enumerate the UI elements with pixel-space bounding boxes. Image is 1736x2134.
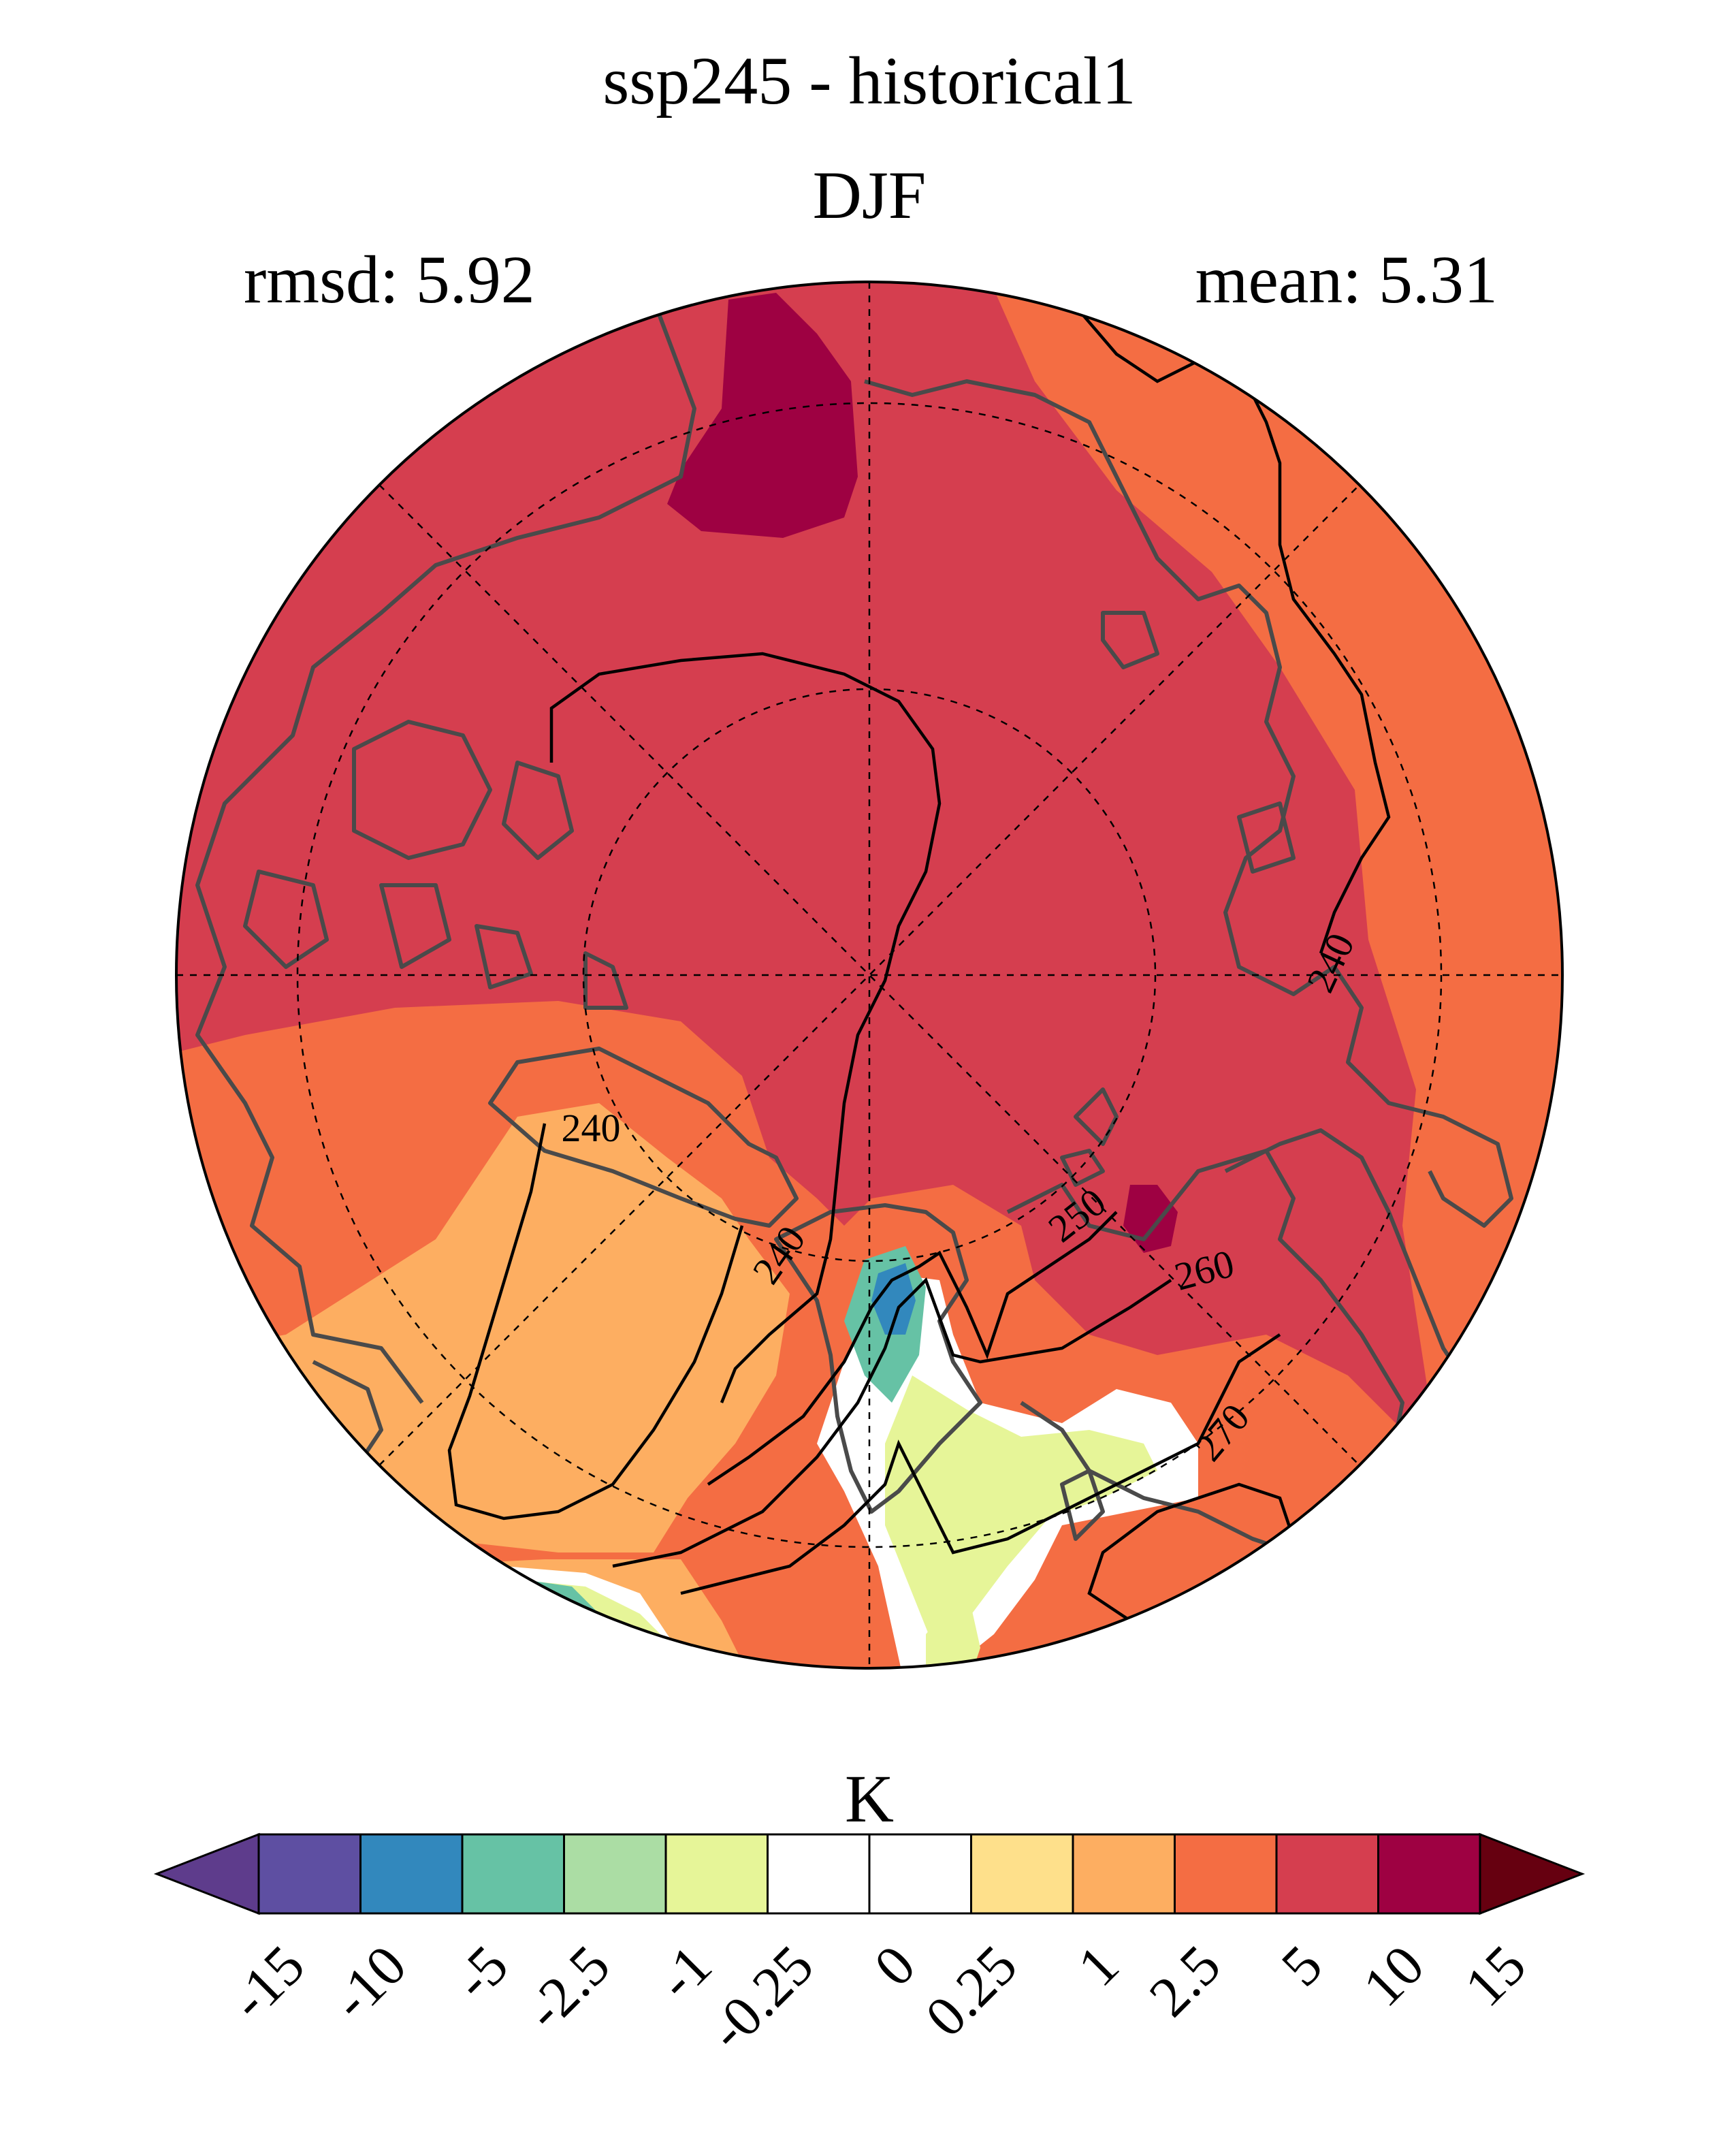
contour-label-240-west: 240 bbox=[562, 1106, 621, 1150]
colorbar-box bbox=[1275, 1833, 1379, 1915]
field-near-zero-west-edge bbox=[176, 1348, 286, 1498]
contour-250 bbox=[707, 1211, 1118, 1486]
colorbar-under-arrow bbox=[153, 1832, 260, 1915]
coast-alaska-canada bbox=[195, 298, 696, 1404]
colorbar-tick-labels: -15 -10 -5-2.5 -1-0.25 00.25 1 2.5 5 10 15 bbox=[218, 1934, 1538, 2063]
coast-siberia bbox=[864, 379, 1513, 1228]
colorbar-box bbox=[970, 1833, 1074, 1915]
coast-scandinavia bbox=[1224, 1128, 1473, 1390]
contour-240-central bbox=[549, 652, 942, 1403]
colorbar-tick-label: 15 bbox=[1453, 1934, 1538, 2019]
colorbar-box bbox=[1174, 1833, 1278, 1915]
colorbar-tick-label: -10 bbox=[320, 1934, 419, 2033]
rmsd-label: rmsd: 5.92 bbox=[244, 242, 535, 317]
colorbar-tick-label: 2.5 bbox=[1138, 1934, 1233, 2029]
coastlines bbox=[195, 298, 1513, 1555]
colorbar-tick-label: 0.25 bbox=[914, 1934, 1029, 2050]
colorbar-unit-label: K bbox=[845, 1761, 894, 1836]
map-border bbox=[175, 281, 1564, 1670]
parallel-70 bbox=[296, 402, 1443, 1548]
colorbar-tick-label: 1 bbox=[1066, 1934, 1131, 1998]
colorbar-box bbox=[563, 1833, 667, 1915]
field-10-15-pacific bbox=[667, 293, 858, 538]
coast-severnaya bbox=[1101, 611, 1296, 874]
colorbar-box bbox=[257, 1833, 361, 1915]
colorbar-tick-label: 10 bbox=[1351, 1934, 1436, 2019]
colorbar-over-arrow bbox=[1479, 1832, 1586, 1915]
colorbar-box bbox=[664, 1833, 769, 1915]
colorbar: K -15 -10 -5-2.5 -1-0.25 00.25 1 2.5 5 10 15 bbox=[153, 1761, 1586, 2063]
field-neg1-neg0.25-west bbox=[176, 1403, 259, 1491]
season-label: DJF bbox=[813, 157, 927, 233]
colorbar-box bbox=[461, 1833, 565, 1915]
mean-label: mean: 5.31 bbox=[1195, 242, 1498, 317]
field-neg1-neg0.25-south bbox=[885, 1375, 1157, 1661]
contour-260 bbox=[612, 1277, 1172, 1568]
colorbar-boxes bbox=[257, 1833, 1481, 1915]
colorbar-tick-label: -15 bbox=[218, 1934, 317, 2033]
colorbar-tick-label: 0 bbox=[863, 1934, 927, 1998]
colorbar-box bbox=[1072, 1833, 1176, 1915]
graticule bbox=[176, 282, 1562, 1668]
contour-240-west bbox=[447, 1123, 744, 1520]
coast-arctic-islands bbox=[243, 720, 628, 1010]
colorbar-box bbox=[1377, 1833, 1481, 1915]
map-title: ssp245 - historical1 bbox=[602, 43, 1136, 118]
coast-british-isles bbox=[1060, 1469, 1105, 1541]
field-neg10-neg5-greenland bbox=[871, 1263, 916, 1335]
colorbar-tick-label: -2.5 bbox=[513, 1934, 622, 2043]
parallel-80 bbox=[582, 688, 1157, 1262]
coast-europe bbox=[1006, 1149, 1404, 1555]
coast-hudson-bay bbox=[488, 1047, 799, 1228]
coast-greenland bbox=[774, 1203, 982, 1514]
colorbar-tick-label: -1 bbox=[645, 1934, 724, 2012]
colorbar-box bbox=[767, 1833, 871, 1915]
colorbar-box bbox=[868, 1833, 972, 1915]
colorbar-tick-label: -0.25 bbox=[696, 1934, 825, 2063]
colorbar-box bbox=[359, 1833, 464, 1915]
coast-svalbard bbox=[1060, 1087, 1119, 1187]
colorbar-tick-label: -5 bbox=[442, 1934, 520, 2012]
colorbar-tick-label: 5 bbox=[1270, 1934, 1334, 1998]
